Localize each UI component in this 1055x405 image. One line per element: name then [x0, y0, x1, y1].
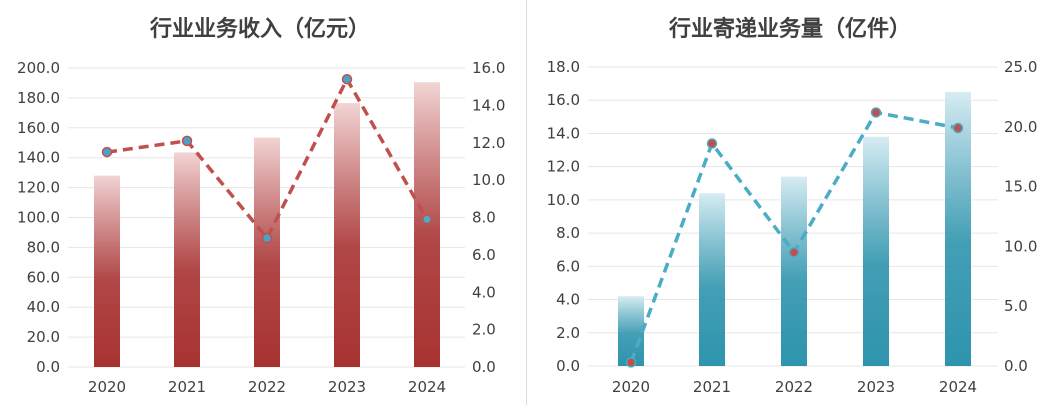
y-left-tick-label: 40.0 — [27, 298, 60, 316]
x-tick-label: 2024 — [408, 378, 446, 396]
y-left-tick-label: 6.0 — [556, 257, 580, 275]
volume-chart: 行业寄递业务量（亿件） 0.0 2.0 4.0 6.0 8.0 10.0 12.0 14.0 1… — [547, 16, 1038, 396]
bar — [414, 82, 440, 367]
line-point — [101, 146, 113, 158]
y-left-tick-label: 4.0 — [556, 291, 580, 309]
y-right-tick-label: 25.0 — [1004, 58, 1037, 76]
y-right-tick-label: 20.0 — [1004, 118, 1037, 136]
bar — [94, 175, 120, 367]
line-point — [788, 247, 800, 258]
x-tick-label: 2020 — [88, 378, 126, 396]
line-point — [181, 135, 193, 147]
y-left-tick-label: 140.0 — [17, 149, 60, 167]
y-right-tick-label: 0.0 — [472, 358, 496, 376]
bar — [254, 137, 280, 367]
panel-divider — [526, 0, 527, 405]
x-tick-label: 2023 — [857, 378, 895, 396]
chart-title: 行业业务收入（亿元） — [149, 16, 370, 42]
y-left-tick-label: 20.0 — [27, 328, 60, 346]
y-left-tick-label: 120.0 — [17, 179, 60, 197]
volume-chart-panel: 行业寄递业务量（亿件） 0.0 2.0 4.0 6.0 8.0 10.0 12.0 14.0 1… — [528, 0, 1055, 405]
bar — [174, 152, 200, 367]
y-left-tick-label: 0.0 — [556, 357, 580, 375]
y-right-tick-label: 12.0 — [472, 134, 505, 152]
y-left-tick-label: 80.0 — [27, 238, 60, 256]
line-point — [261, 232, 273, 244]
y-left-tick-label: 16.0 — [547, 91, 580, 109]
y-right-tick-label: 5.0 — [1004, 297, 1028, 315]
y-left-tick-label: 8.0 — [556, 224, 580, 242]
bar — [863, 136, 889, 366]
y-left-tick-label: 10.0 — [547, 191, 580, 209]
y-left-tick-label: 14.0 — [547, 124, 580, 142]
x-tick-label: 2021 — [168, 378, 206, 396]
line-point — [870, 107, 882, 118]
line-series — [106, 75, 429, 242]
bar — [945, 91, 971, 367]
x-tick-label: 2023 — [328, 378, 366, 396]
y-left-tick-label: 160.0 — [17, 119, 60, 137]
y-right-tick-label: 8.0 — [472, 209, 496, 227]
y-left-tick-label: 2.0 — [556, 324, 580, 342]
revenue-chart-panel: 行业业务收入（亿元） 0.0 20.0 40.0 60.0 80.0 100.0 120.0… — [0, 0, 527, 405]
y-left-tick-label: 200.0 — [17, 59, 60, 77]
y-right-tick-label: 0.0 — [1004, 357, 1028, 375]
y-left-tick-label: 0.0 — [36, 358, 60, 376]
x-tick-label: 2022 — [775, 378, 813, 396]
y-right-tick-label: 16.0 — [472, 59, 505, 77]
bar — [699, 193, 725, 366]
y-left-tick-label: 18.0 — [547, 58, 580, 76]
line-point — [706, 138, 718, 149]
chart-title: 行业寄递业务量（亿件） — [668, 16, 911, 42]
line-point — [423, 215, 431, 223]
revenue-chart: 行业业务收入（亿元） 0.0 20.0 40.0 60.0 80.0 100.0 120.0… — [17, 16, 505, 396]
y-left-tick-label: 12.0 — [547, 158, 580, 176]
y-right-tick-label: 14.0 — [472, 96, 505, 114]
line-point — [952, 122, 964, 134]
x-tick-label: 2020 — [612, 378, 650, 396]
line-point — [341, 73, 353, 85]
line-point — [625, 357, 637, 368]
x-tick-label: 2021 — [693, 378, 731, 396]
y-left-tick-label: 60.0 — [27, 268, 60, 286]
y-left-tick-label: 100.0 — [17, 209, 60, 227]
x-tick-label: 2024 — [939, 378, 977, 396]
y-left-tick-label: 180.0 — [17, 89, 60, 107]
y-right-tick-label: 6.0 — [472, 246, 496, 264]
bar — [334, 103, 360, 367]
bar — [781, 176, 807, 366]
x-tick-label: 2022 — [248, 378, 286, 396]
y-right-tick-label: 2.0 — [472, 321, 496, 339]
y-right-tick-label: 10.0 — [1004, 237, 1037, 255]
y-right-tick-label: 15.0 — [1004, 178, 1037, 196]
y-right-tick-label: 10.0 — [472, 171, 505, 189]
y-right-tick-label: 4.0 — [472, 283, 496, 301]
bar — [618, 296, 644, 366]
